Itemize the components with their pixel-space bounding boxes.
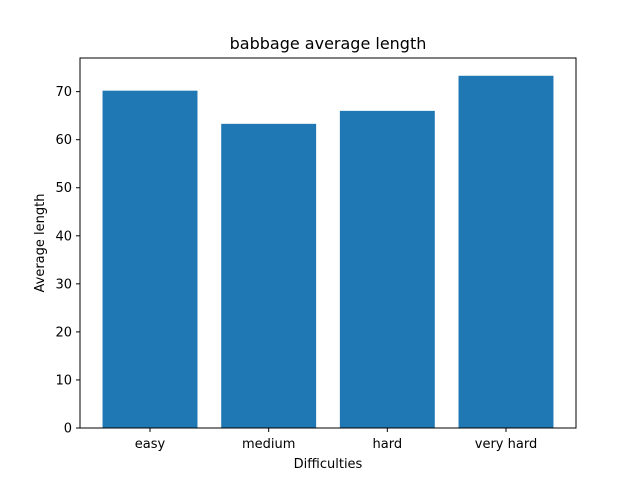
y-axis-ticks: 0 10 20 30 40 50 60 70 bbox=[55, 85, 80, 437]
chart-title: babbage average length bbox=[230, 34, 427, 53]
plot-frame bbox=[79, 57, 577, 429]
bar-hard bbox=[339, 110, 435, 428]
y-axis-label: Average length bbox=[33, 194, 48, 293]
x-tick-label: medium bbox=[242, 437, 295, 452]
x-tick-label: easy bbox=[135, 437, 166, 452]
x-axis-ticks: easy medium hard very hard bbox=[135, 428, 537, 452]
y-tick-label: 20 bbox=[55, 325, 72, 340]
bar-medium bbox=[221, 123, 317, 428]
x-tick-label: hard bbox=[373, 437, 403, 452]
y-tick-label: 40 bbox=[55, 229, 72, 244]
y-tick-label: 30 bbox=[55, 277, 72, 292]
y-tick-label: 0 bbox=[64, 422, 72, 437]
bar-easy bbox=[102, 90, 198, 428]
x-tick-label: very hard bbox=[475, 437, 537, 452]
y-tick-label: 70 bbox=[55, 85, 72, 100]
y-tick-label: 10 bbox=[55, 373, 72, 388]
y-tick-label: 60 bbox=[55, 133, 72, 148]
y-tick-label: 50 bbox=[55, 181, 72, 196]
bar-very-hard bbox=[458, 75, 554, 428]
x-axis-label: Difficulties bbox=[294, 457, 363, 472]
bars-group bbox=[102, 75, 554, 428]
